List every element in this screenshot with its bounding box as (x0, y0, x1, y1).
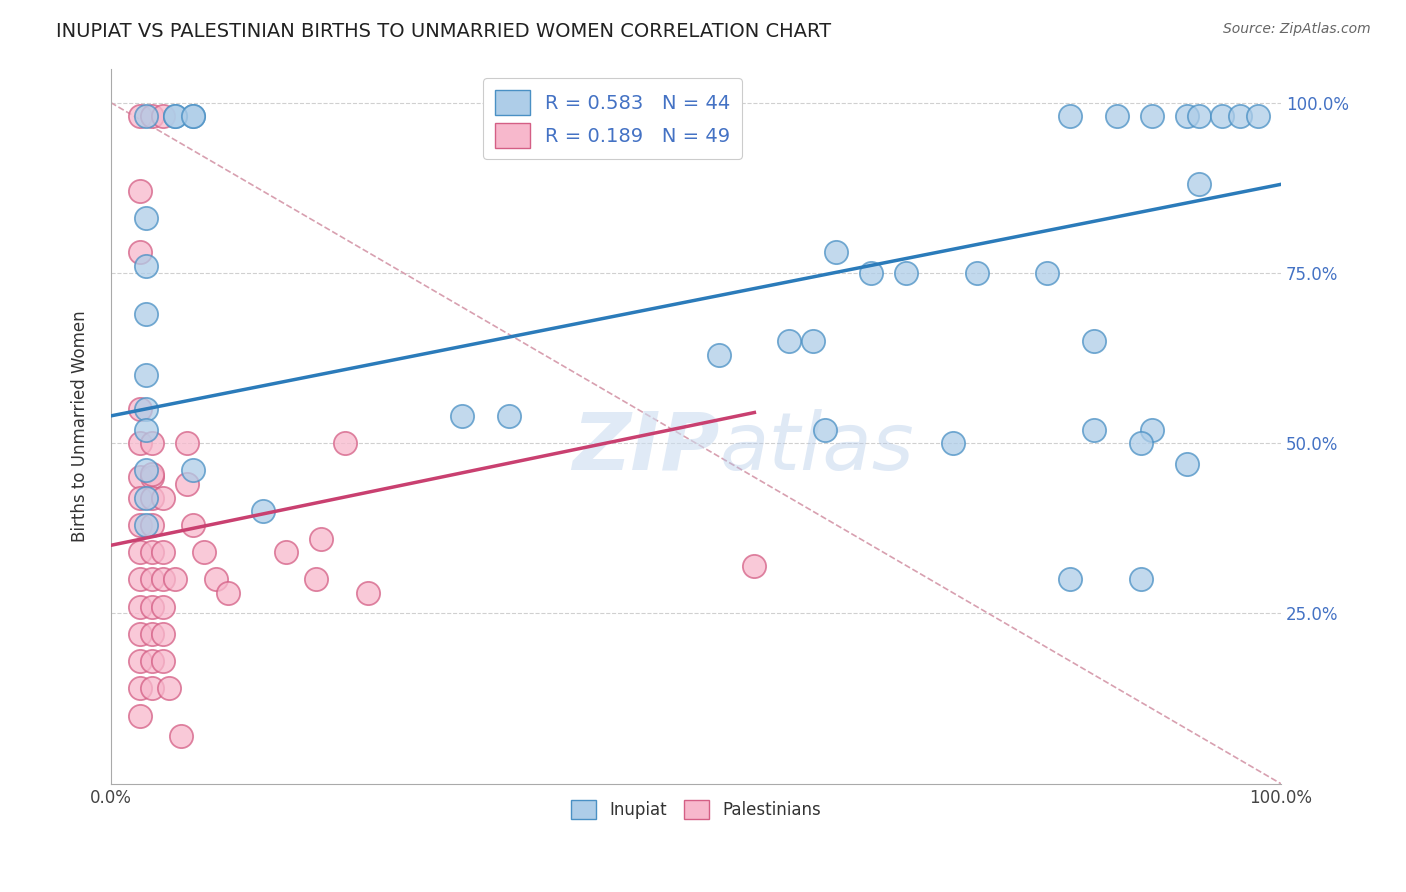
Point (357, 586, 380, 600)
Point (141, 627, 163, 641)
Legend: Inupiat, Palestinians: Inupiat, Palestinians (564, 793, 827, 825)
Point (135, 402, 157, 417)
Point (129, 517, 152, 532)
Point (129, 545, 152, 559)
Point (129, 184, 152, 198)
Point (181, 517, 204, 532)
Point (135, 491, 157, 505)
Point (1175, 457, 1198, 471)
Point (129, 470, 152, 484)
Point (942, 436, 965, 450)
Point (181, 463, 204, 477)
Point (135, 517, 157, 532)
Point (165, 573, 187, 587)
Point (311, 532, 333, 546)
Point (1059, 573, 1081, 587)
Point (276, 545, 298, 559)
Point (1083, 423, 1105, 437)
Point (825, 245, 848, 260)
Point (1246, 109, 1268, 123)
Point (129, 109, 152, 123)
Point (141, 599, 163, 614)
Point (304, 573, 326, 587)
Point (129, 491, 152, 505)
Point (135, 259, 157, 273)
Point (129, 627, 152, 641)
Point (129, 436, 152, 450)
Point (779, 334, 801, 348)
Point (1211, 109, 1233, 123)
Text: Source: ZipAtlas.com: Source: ZipAtlas.com (1223, 22, 1371, 37)
Point (152, 627, 174, 641)
Point (129, 402, 152, 417)
Point (152, 573, 174, 587)
Point (1059, 109, 1081, 123)
Point (135, 109, 157, 123)
Point (252, 504, 274, 518)
Point (966, 266, 988, 280)
Text: INUPIAT VS PALESTINIAN BIRTHS TO UNMARRIED WOMEN CORRELATION CHART: INUPIAT VS PALESTINIAN BIRTHS TO UNMARRI… (56, 22, 831, 41)
Point (129, 599, 152, 614)
Point (1229, 109, 1251, 123)
Point (135, 211, 157, 226)
Point (141, 109, 163, 123)
Point (1142, 423, 1164, 437)
Point (217, 586, 239, 600)
Point (129, 573, 152, 587)
Point (181, 109, 204, 123)
Point (1175, 109, 1198, 123)
Point (141, 681, 163, 696)
Point (333, 436, 356, 450)
Point (1129, 573, 1152, 587)
Point (157, 681, 180, 696)
Point (1083, 334, 1105, 348)
Point (1142, 109, 1164, 123)
Point (176, 477, 198, 491)
Point (1188, 109, 1211, 123)
Point (152, 545, 174, 559)
Point (141, 436, 163, 450)
Point (129, 245, 152, 260)
Point (141, 545, 163, 559)
Point (141, 467, 163, 481)
Point (129, 681, 152, 696)
Point (1036, 266, 1059, 280)
Point (744, 558, 766, 573)
Point (1188, 178, 1211, 192)
Point (176, 436, 198, 450)
Point (1129, 436, 1152, 450)
Point (152, 599, 174, 614)
Point (141, 517, 163, 532)
Text: ZIP: ZIP (572, 409, 720, 486)
Point (709, 348, 731, 362)
Point (801, 334, 824, 348)
Point (165, 109, 187, 123)
Point (135, 307, 157, 321)
Point (1107, 109, 1129, 123)
Point (152, 491, 174, 505)
Point (193, 545, 215, 559)
Point (141, 491, 163, 505)
Point (152, 654, 174, 668)
Point (896, 266, 918, 280)
Point (141, 470, 163, 484)
Point (181, 109, 204, 123)
Point (813, 423, 835, 437)
Point (135, 463, 157, 477)
Point (152, 109, 174, 123)
Point (860, 266, 883, 280)
Point (498, 409, 520, 423)
Y-axis label: Births to Unmarried Women: Births to Unmarried Women (72, 310, 89, 542)
Point (450, 409, 472, 423)
Point (141, 573, 163, 587)
Point (205, 573, 228, 587)
Point (170, 729, 193, 743)
Point (141, 654, 163, 668)
Point (135, 368, 157, 382)
Text: atlas: atlas (720, 409, 914, 486)
Point (135, 423, 157, 437)
Point (129, 708, 152, 723)
Point (129, 654, 152, 668)
Point (165, 109, 187, 123)
